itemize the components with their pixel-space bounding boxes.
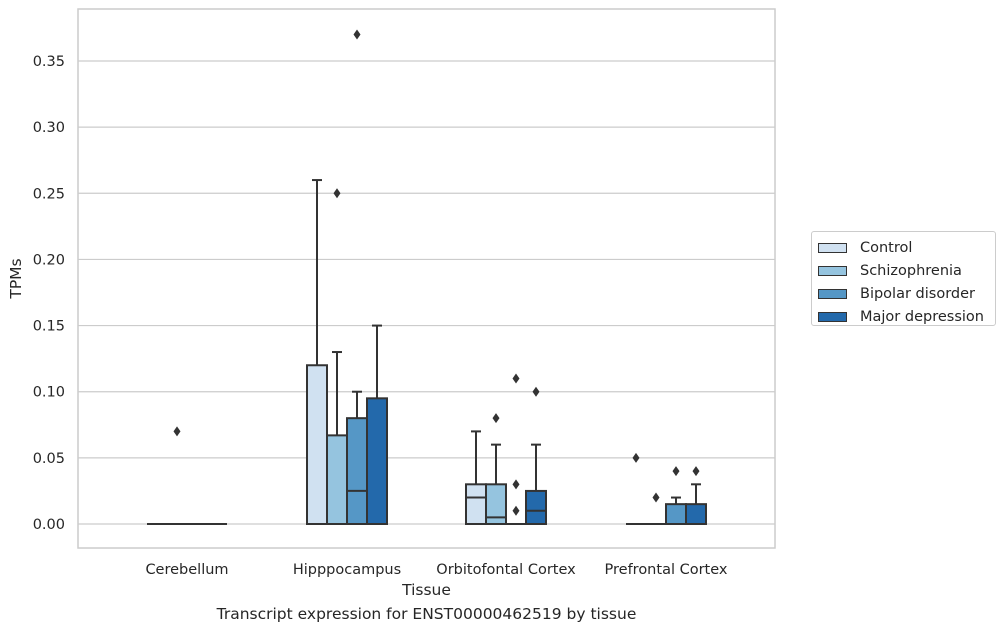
x-tick-label: Hipppocampus	[293, 562, 401, 578]
box	[366, 397, 388, 526]
legend-item: Control	[818, 236, 995, 259]
legend-swatch	[818, 265, 847, 276]
box-group	[626, 452, 646, 525]
x-tick-label: Cerebellum	[145, 562, 228, 578]
box-group	[366, 324, 388, 526]
x-axis-ticks: Cerebellum Hipppocampus Orbitofontal Corte…	[145, 562, 727, 578]
box-group	[525, 386, 547, 525]
y-tick-label: 0.15	[33, 319, 65, 335]
y-tick-label: 0.25	[33, 186, 65, 202]
outlier-point	[353, 29, 361, 40]
x-tick-label: Orbitofontal Cortex	[436, 562, 576, 578]
box	[465, 483, 487, 526]
outlier-point	[512, 505, 520, 516]
outlier-point	[492, 413, 500, 424]
box-plot-marks	[147, 29, 707, 526]
gridlines	[78, 60, 775, 525]
box	[685, 503, 707, 525]
y-axis-label: TPMs	[7, 258, 25, 299]
box-group	[306, 179, 328, 525]
legend-label: Bipolar disorder	[860, 285, 975, 302]
box-group	[506, 373, 526, 525]
outlier-point	[632, 452, 640, 463]
box-group	[685, 466, 707, 525]
outlier-point	[173, 426, 181, 437]
y-tick-label: 0.05	[33, 451, 65, 467]
legend-swatch	[818, 242, 847, 253]
box	[485, 483, 507, 526]
chart-caption: Transcript expression for ENST0000046251…	[216, 605, 637, 623]
outlier-point	[532, 386, 540, 397]
box	[326, 434, 348, 525]
y-tick-label: 0.00	[33, 517, 65, 533]
box-group	[665, 466, 687, 525]
plot-frame	[77, 8, 776, 549]
box-group	[485, 413, 507, 526]
legend-label: Control	[860, 239, 913, 256]
y-tick-label: 0.10	[33, 385, 65, 401]
legend: Control Schizophrenia Bipolar disorder Majo…	[811, 231, 996, 326]
box-group	[346, 29, 368, 525]
legend-item: Bipolar disorder	[818, 282, 995, 305]
x-tick-label: Prefrontal Cortex	[605, 562, 728, 578]
y-tick-label: 0.35	[33, 54, 65, 70]
box	[306, 364, 328, 525]
box	[525, 489, 547, 525]
y-axis-ticks: 0.00 0.05 0.10 0.15 0.20 0.25 0.30 0.35	[33, 54, 65, 533]
box-group	[465, 430, 487, 526]
outlier-point	[512, 373, 520, 384]
legend-label: Schizophrenia	[860, 262, 962, 279]
y-tick-label: 0.30	[33, 120, 65, 136]
outlier-point	[512, 479, 520, 490]
box-group	[326, 188, 348, 525]
outlier-point	[333, 188, 341, 199]
box	[346, 417, 368, 525]
y-tick-label: 0.20	[33, 252, 65, 268]
legend-swatch	[818, 288, 847, 299]
outlier-point	[672, 466, 680, 477]
box-group	[646, 492, 666, 525]
x-axis-label: Tissue	[401, 581, 451, 599]
box-group	[167, 426, 187, 525]
legend-item: Major depression	[818, 305, 995, 328]
legend-swatch	[818, 311, 847, 322]
legend-item: Schizophrenia	[818, 259, 995, 282]
outlier-point	[652, 492, 660, 503]
outlier-point	[692, 466, 700, 477]
legend-label: Major depression	[860, 308, 984, 325]
box	[665, 503, 687, 525]
